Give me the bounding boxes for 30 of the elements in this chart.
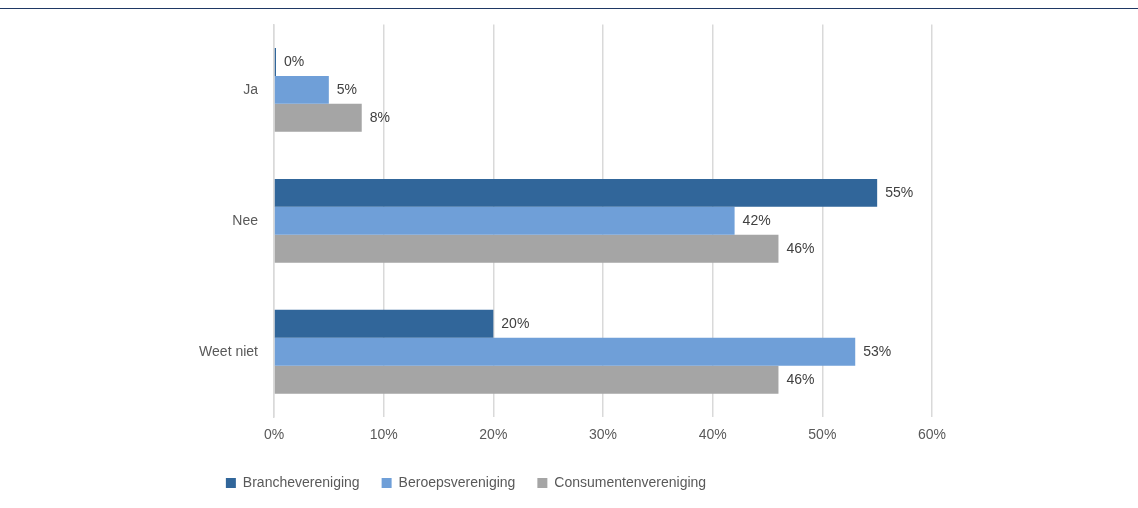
x-tick-label: 10% <box>369 426 398 443</box>
x-tick-label: 0% <box>263 426 285 443</box>
data-label: 0% <box>284 52 305 69</box>
bar <box>274 75 329 104</box>
data-label: 53% <box>863 342 892 359</box>
bar <box>274 206 735 235</box>
bar <box>274 309 494 338</box>
bar <box>274 337 856 366</box>
data-label: 5% <box>336 80 358 97</box>
legend-label: Consumentenvereniging <box>554 473 707 490</box>
x-tick-label: 60% <box>917 426 947 443</box>
x-tick-label: 20% <box>479 426 508 443</box>
x-tick-label: 50% <box>808 426 837 443</box>
bar <box>274 365 779 394</box>
data-label: 20% <box>501 314 530 331</box>
data-label: 8% <box>369 108 390 125</box>
x-tick-label: 30% <box>588 426 618 443</box>
legend-label: Branchevereniging <box>242 473 360 490</box>
data-label: 46% <box>786 370 815 387</box>
bar <box>274 234 779 263</box>
bar <box>274 103 362 132</box>
bar <box>274 178 878 207</box>
y-tick-label: Nee <box>232 211 259 228</box>
y-tick-label: Weet niet <box>199 342 259 359</box>
data-label: 46% <box>786 239 815 256</box>
x-tick-label: 40% <box>698 426 727 443</box>
y-tick-label: Ja <box>243 80 259 97</box>
data-label: 42% <box>742 211 771 228</box>
data-label: 55% <box>885 183 914 200</box>
legend-label: Beroepsvereniging <box>398 473 516 490</box>
